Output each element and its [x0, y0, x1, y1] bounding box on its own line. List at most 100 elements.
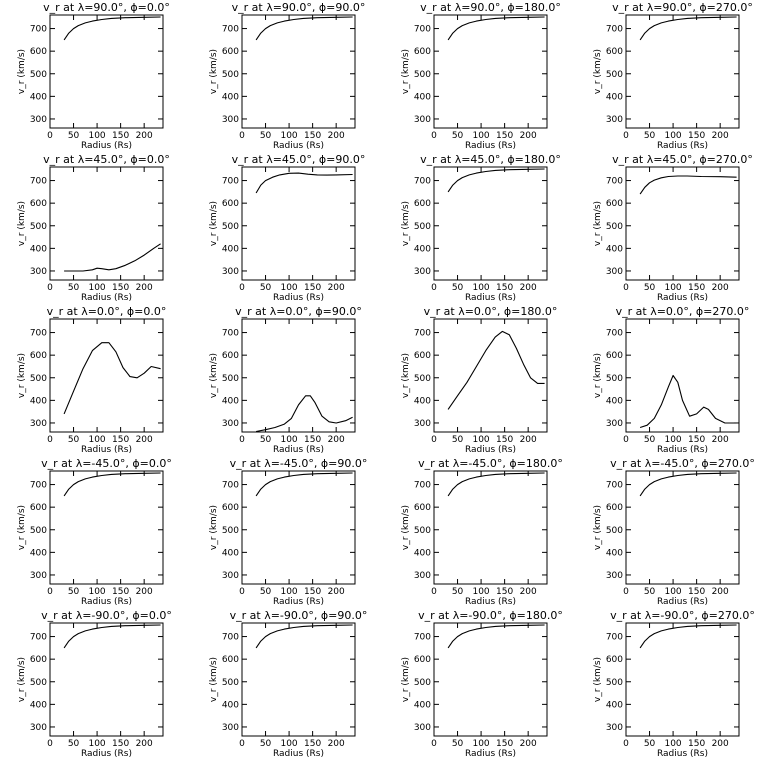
panel-title: v_r at λ=-45.0°, ϕ=0.0° [41, 457, 172, 470]
x-tick-label: 100 [88, 283, 105, 293]
plot-frame [433, 318, 548, 433]
x-tick-label: 200 [712, 131, 729, 141]
x-tick-label: 200 [328, 131, 345, 141]
x-axis-label: Radius (Rs) [81, 749, 132, 759]
x-axis-label: Radius (Rs) [657, 597, 708, 607]
y-tick-label: 400 [414, 548, 431, 558]
panel-2-2: v_r at λ=0.0°, ϕ=180.0° 0 50 100 150 200 300 40… [401, 305, 557, 455]
x-tick-label: 100 [88, 739, 105, 749]
y-tick-label: 500 [30, 70, 47, 80]
x-tick-label: 50 [644, 587, 656, 597]
y-tick-label: 400 [606, 396, 623, 406]
x-tick-label: 0 [239, 587, 245, 597]
x-axis-label: Radius (Rs) [273, 141, 324, 151]
y-axis-label: v_r (km/s) [401, 657, 411, 702]
x-tick-label: 0 [431, 739, 437, 749]
panel-title: v_r at λ=-90.0°, ϕ=180.0° [418, 609, 563, 622]
x-tick-label: 50 [68, 131, 80, 141]
x-tick-label: 0 [239, 435, 245, 445]
x-axis-label: Radius (Rs) [465, 597, 516, 607]
x-tick-label: 0 [431, 587, 437, 597]
y-axis-label: v_r (km/s) [17, 201, 27, 246]
x-tick-label: 150 [304, 131, 321, 141]
y-tick-label: 600 [606, 655, 623, 665]
x-tick-label: 150 [112, 283, 129, 293]
y-tick-label: 300 [222, 115, 239, 125]
panel-title: v_r at λ=45.0°, ϕ=0.0° [43, 153, 170, 166]
x-tick-label: 100 [88, 131, 105, 141]
y-tick-label: 600 [222, 351, 239, 361]
x-tick-label: 0 [47, 435, 53, 445]
x-axis-label: Radius (Rs) [81, 445, 132, 455]
series-line [447, 472, 545, 497]
x-tick-label: 200 [520, 131, 537, 141]
series-line [255, 16, 353, 41]
y-axis-label: v_r (km/s) [209, 353, 219, 398]
x-tick-label: 50 [260, 435, 272, 445]
panel-title: v_r at λ=45.0°, ϕ=90.0° [232, 153, 366, 166]
x-tick-label: 50 [260, 739, 272, 749]
y-tick-label: 300 [606, 267, 623, 277]
series-line [639, 624, 737, 649]
x-tick-label: 150 [688, 131, 705, 141]
y-tick-label: 600 [30, 47, 47, 57]
x-axis-label: Radius (Rs) [273, 445, 324, 455]
x-tick-label: 100 [280, 739, 297, 749]
y-tick-label: 400 [414, 244, 431, 254]
plot-frame [241, 166, 356, 281]
y-tick-label: 700 [30, 633, 47, 643]
y-tick-label: 400 [222, 396, 239, 406]
y-tick-label: 500 [30, 222, 47, 232]
y-axis-label: v_r (km/s) [593, 353, 603, 398]
y-tick-label: 400 [414, 700, 431, 710]
y-tick-label: 400 [606, 700, 623, 710]
y-tick-label: 400 [414, 396, 431, 406]
x-tick-label: 200 [328, 587, 345, 597]
x-tick-label: 200 [136, 739, 153, 749]
x-axis-label: Radius (Rs) [657, 445, 708, 455]
x-axis-label: Radius (Rs) [657, 749, 708, 759]
x-axis-label: Radius (Rs) [81, 597, 132, 607]
panel-2-0: v_r at λ=0.0°, ϕ=0.0° 0 50 100 150 200 300 400 5… [17, 305, 166, 455]
y-tick-label: 600 [222, 655, 239, 665]
y-tick-label: 500 [606, 678, 623, 688]
x-tick-label: 200 [712, 587, 729, 597]
x-axis-label: Radius (Rs) [465, 749, 516, 759]
y-tick-label: 500 [414, 222, 431, 232]
panel-0-2: v_r at λ=90.0°, ϕ=180.0° 0 50 100 150 200 300 4… [401, 1, 561, 151]
x-tick-label: 100 [664, 131, 681, 141]
series-line [639, 472, 737, 497]
y-axis-label: v_r (km/s) [401, 505, 411, 550]
y-axis-label: v_r (km/s) [17, 49, 27, 94]
y-tick-label: 700 [606, 25, 623, 35]
y-tick-label: 400 [606, 548, 623, 558]
series-line [255, 472, 353, 497]
panel-title: v_r at λ=-45.0°, ϕ=90.0° [230, 457, 368, 470]
x-tick-label: 50 [68, 435, 80, 445]
series-line [447, 168, 545, 193]
y-axis-label: v_r (km/s) [401, 353, 411, 398]
y-tick-label: 400 [414, 92, 431, 102]
x-tick-label: 150 [496, 435, 513, 445]
x-tick-label: 0 [47, 131, 53, 141]
y-tick-label: 300 [222, 723, 239, 733]
panel-title: v_r at λ=90.0°, ϕ=180.0° [420, 1, 561, 14]
y-tick-label: 300 [606, 723, 623, 733]
y-tick-label: 600 [30, 503, 47, 513]
x-axis-label: Radius (Rs) [465, 293, 516, 303]
series-line [63, 342, 161, 415]
plot-frame [49, 166, 164, 281]
y-axis-label: v_r (km/s) [401, 49, 411, 94]
x-tick-label: 200 [712, 283, 729, 293]
panel-title: v_r at λ=-45.0°, ϕ=270.0° [610, 457, 755, 470]
y-tick-label: 400 [30, 244, 47, 254]
y-tick-label: 700 [222, 25, 239, 35]
y-tick-label: 700 [30, 177, 47, 187]
y-tick-label: 300 [414, 267, 431, 277]
y-tick-label: 700 [222, 329, 239, 339]
panel-title: v_r at λ=90.0°, ϕ=270.0° [612, 1, 753, 14]
y-tick-label: 600 [414, 199, 431, 209]
x-tick-label: 0 [239, 739, 245, 749]
y-tick-label: 500 [222, 70, 239, 80]
x-tick-label: 150 [688, 435, 705, 445]
